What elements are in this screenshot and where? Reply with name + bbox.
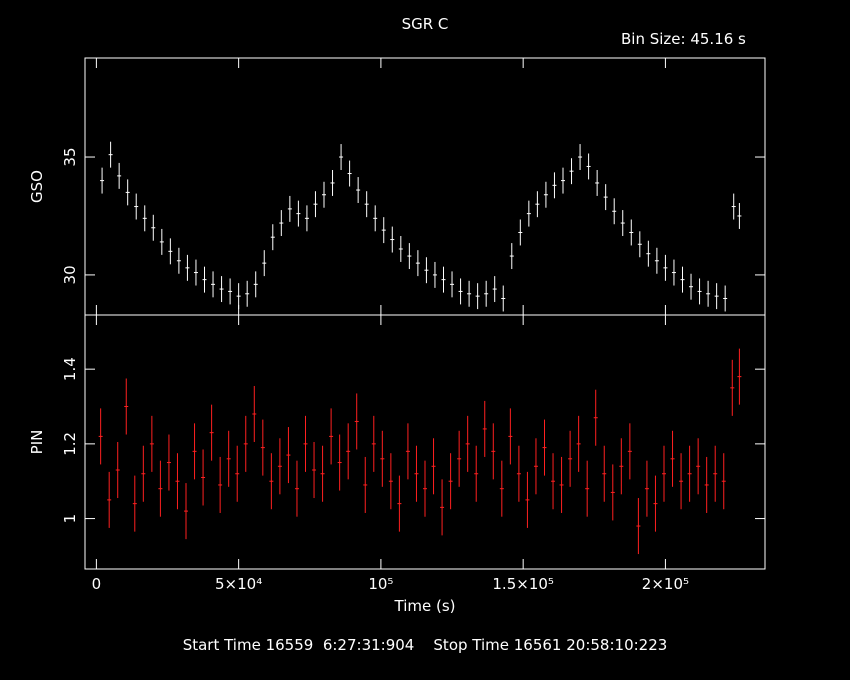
x-tick-label: 0 [92,575,102,593]
pin-panel-frame [84,314,766,570]
pin-ytick-label: 1.2 [61,432,79,456]
gso-y-axis-label: GSO [28,170,46,203]
pin-ytick-label: 1.4 [61,357,79,381]
x-tick-label: 2×10⁵ [642,575,689,593]
x-tick-label: 10⁵ [368,575,393,593]
time-range-footer: Start Time 16559 6:27:31:904 Stop Time 1… [182,636,668,654]
bin-size-label: Bin Size: 45.16 s [621,30,746,48]
chart-title: SGR C [401,15,449,33]
x-tick-label: 1.5×10⁵ [492,575,554,593]
pin-y-axis-label: PIN [28,430,46,455]
x-axis-label: Time (s) [394,597,456,615]
x-tick-label: 5×10⁴ [215,575,262,593]
gso-ytick-label: 35 [61,147,79,166]
pin-ytick-label: 1 [61,514,79,524]
gso-ytick-label: 30 [61,265,79,284]
